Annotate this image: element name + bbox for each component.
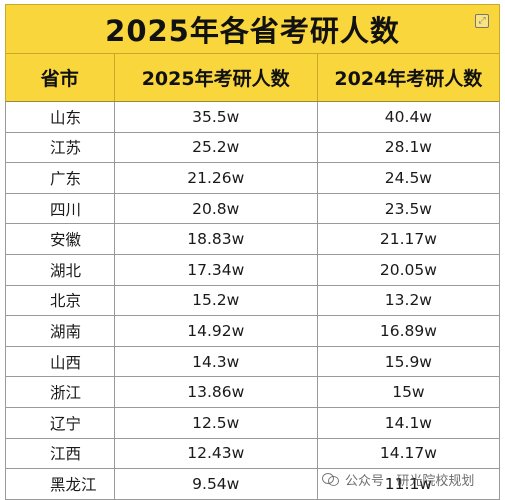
table-row: 山东 35.5w 40.4w	[5, 102, 500, 133]
cell-2024: 28.1w	[384, 138, 432, 157]
cell-province: 江西	[6, 438, 115, 469]
cell-province: 湖北	[6, 254, 115, 285]
cell-2024: 23.5w	[384, 199, 432, 218]
watermark: 公众号 · 研光院校规划	[322, 469, 474, 489]
cell-2024: 11.1w	[384, 474, 432, 493]
cell-2025: 14.3w	[115, 346, 318, 377]
cell-province: 浙江	[6, 377, 115, 407]
cell-province: 山西	[6, 346, 115, 377]
table-row: 湖南 14.92w 16.89w	[5, 316, 500, 347]
cell-2025: 17.34w	[115, 254, 318, 285]
header-2024: 2024年考研人数	[334, 68, 483, 90]
cell-2024: 15w	[392, 383, 425, 402]
expand-icon[interactable]: ⤢	[475, 14, 489, 28]
table-row: 安徽 18.83w 21.17w	[5, 224, 500, 255]
cell-2025: 13.86w	[115, 377, 318, 407]
cell-2025: 20.8w	[115, 193, 318, 224]
cell-2024: 14.17w	[379, 444, 437, 463]
cell-2025: 12.43w	[115, 438, 318, 469]
cell-province: 湖南	[6, 316, 115, 346]
table-body: 山东 35.5w 40.4w 江苏 25.2w 28.1w 广东 21.26w 24.5w 四川 2…	[5, 102, 500, 500]
title-bar: 2025年各省考研人数 ⤢	[5, 4, 500, 54]
cell-province: 北京	[6, 285, 115, 316]
cell-2025: 15.2w	[115, 285, 318, 316]
cell-province: 山东	[6, 102, 115, 132]
table-row: 浙江 13.86w 15w	[5, 377, 500, 408]
cell-2025: 14.92w	[115, 316, 318, 346]
table-row: 黑龙江 9.54w 11.1w	[5, 469, 500, 500]
table-row: 山西 14.3w 15.9w	[5, 346, 500, 378]
table-row: 江苏 25.2w 28.1w	[5, 132, 500, 164]
cell-2025: 18.83w	[115, 224, 318, 254]
table-row: 四川 20.8w 23.5w	[5, 193, 500, 225]
cell-2025: 9.54w	[115, 469, 318, 499]
cell-2025: 12.5w	[115, 407, 318, 438]
watermark-text: 公众号 · 研光院校规划	[345, 473, 475, 489]
cell-province: 安徽	[6, 224, 115, 254]
cell-2024: 13.2w	[384, 291, 432, 310]
cell-2025: 21.26w	[115, 163, 318, 193]
cell-2024: 21.17w	[379, 230, 437, 249]
table-row: 北京 15.2w 13.2w	[5, 285, 500, 317]
table-row: 辽宁 12.5w 14.1w	[5, 407, 500, 439]
wechat-icon	[322, 471, 340, 487]
cell-2024: 16.89w	[379, 321, 437, 340]
cell-province: 广东	[6, 163, 115, 193]
cell-2025: 25.2w	[115, 132, 318, 163]
table-row: 湖北 17.34w 20.05w	[5, 254, 500, 286]
cell-2025: 35.5w	[115, 102, 318, 132]
cell-province: 辽宁	[6, 407, 115, 438]
cell-2024: 24.5w	[384, 168, 432, 187]
cell-2024: 15.9w	[384, 352, 432, 371]
table-row: 江西 12.43w 14.17w	[5, 438, 500, 470]
cell-2024: 40.4w	[384, 107, 432, 126]
cell-province: 四川	[6, 193, 115, 224]
cell-2024: 20.05w	[379, 260, 437, 279]
cell-province: 黑龙江	[6, 469, 115, 499]
table-title: 2025年各省考研人数	[105, 14, 400, 48]
cell-2024: 14.1w	[384, 413, 432, 432]
cell-province: 江苏	[6, 132, 115, 163]
header-province: 省市	[6, 54, 115, 101]
table-header: 省市 2025年考研人数 2024年考研人数	[5, 54, 500, 102]
header-2025: 2025年考研人数	[115, 54, 318, 101]
table-row: 广东 21.26w 24.5w	[5, 163, 500, 194]
